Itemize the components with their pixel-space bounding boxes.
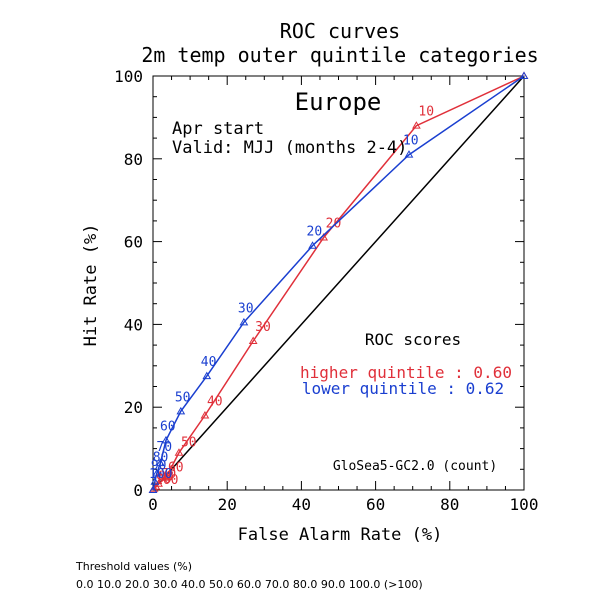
- lower-quintile-marker: [308, 241, 317, 249]
- lower-quintile-threshold-label: 90: [151, 459, 167, 474]
- x-tick-label: 80: [440, 495, 459, 514]
- threshold-values: 0.0 10.0 20.0 30.0 40.0 50.0 60.0 70.0 8…: [76, 578, 423, 591]
- x-tick-label: 60: [366, 495, 385, 514]
- lower-quintile-threshold-label: 100: [149, 467, 172, 482]
- higher-quintile-marker: [412, 121, 421, 129]
- legend-lower-quintile: lower quintile : 0.62: [302, 379, 504, 398]
- lower-quintile-threshold-label: 80: [153, 450, 169, 465]
- higher-quintile-marker: [174, 448, 184, 456]
- lower-quintile-marker: [404, 150, 414, 158]
- lower-quintile-marker: [176, 406, 186, 415]
- no-skill-diagonal: [152, 75, 525, 491]
- higher-quintile-marker: [161, 473, 171, 481]
- y-tick-label: 20: [124, 398, 143, 417]
- y-tick-label: 0: [133, 481, 143, 500]
- lower-quintile-marker: [148, 485, 158, 493]
- lower-quintile-threshold-label: 20: [307, 225, 323, 240]
- y-tick-label: 80: [124, 150, 143, 169]
- chart-subtitle: 2m temp outer quintile categories: [141, 43, 538, 67]
- lower-quintile-threshold-label: 60: [160, 419, 176, 434]
- higher-quintile-marker: [154, 479, 163, 487]
- lower-quintile-threshold-label: 70: [156, 440, 172, 455]
- region-label: Europe: [295, 88, 382, 116]
- model-label: GloSea5-GC2.0 (count): [333, 459, 497, 474]
- lower-quintile-marker: [150, 477, 160, 485]
- y-axis-label: Hit Rate (%): [81, 224, 101, 347]
- legend-higher-quintile: higher quintile : 0.60: [300, 363, 512, 382]
- higher-quintile-threshold-label: 60: [168, 461, 184, 476]
- threshold-title: Threshold values (%): [76, 560, 193, 573]
- higher-quintile-marker: [248, 336, 258, 344]
- higher-quintile-threshold-label: 10: [418, 105, 434, 120]
- valid-label: Valid: MJJ (months 2-4): [172, 138, 407, 158]
- higher-quintile-threshold-label: 50: [181, 436, 197, 451]
- lower-quintile-marker: [156, 458, 165, 467]
- lower-quintile-marker: [202, 371, 212, 380]
- chart-title: ROC curves: [280, 19, 400, 43]
- lower-quintile-threshold-label: 50: [175, 390, 191, 405]
- y-tick-label: 60: [124, 233, 143, 252]
- x-tick-label: 100: [510, 495, 539, 514]
- higher-quintile-marker: [200, 410, 210, 419]
- higher-quintile-threshold-label: 40: [207, 394, 223, 409]
- x-tick-label: 40: [292, 495, 311, 514]
- x-tick-label: 0: [148, 495, 158, 514]
- x-axis-label: False Alarm Rate (%): [238, 525, 443, 545]
- roc-scores-heading: ROC scores: [365, 330, 461, 349]
- higher-quintile-threshold-label: 80: [158, 470, 174, 485]
- lower-quintile-marker: [161, 435, 171, 444]
- lower-quintile-threshold-label: 10: [403, 134, 419, 149]
- y-tick-label: 100: [114, 67, 143, 86]
- higher-quintile-threshold-label: 100: [155, 473, 178, 488]
- y-tick-label: 40: [124, 315, 143, 334]
- higher-quintile-threshold-label: 70: [161, 467, 177, 482]
- x-tick-label: 20: [218, 495, 237, 514]
- start-label: Apr start: [172, 119, 264, 139]
- lower-quintile-threshold-label: 30: [238, 301, 254, 316]
- lower-quintile-marker: [519, 71, 529, 79]
- higher-quintile-threshold-label: 20: [326, 216, 342, 231]
- lower-quintile-marker: [239, 317, 249, 326]
- lower-quintile-threshold-label: 40: [201, 355, 217, 370]
- lower-quintile-marker: [152, 468, 162, 477]
- higher-quintile-threshold-label: 30: [255, 320, 271, 335]
